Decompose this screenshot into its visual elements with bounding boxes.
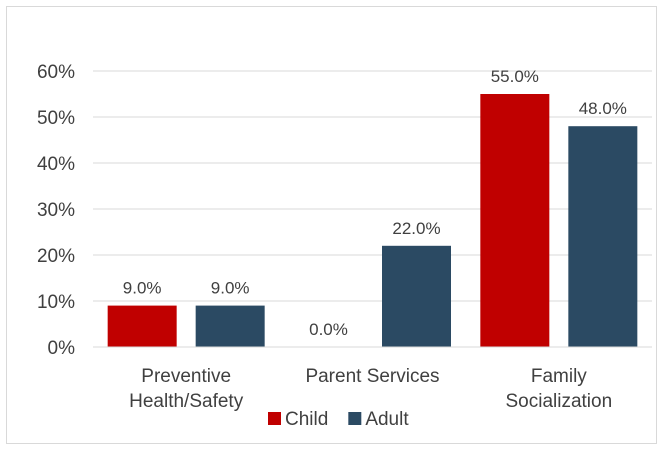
y-tick-label: 50% — [37, 108, 75, 129]
legend-label-child: Child — [285, 409, 328, 430]
x-tick-label: Family — [531, 366, 587, 387]
x-tick-label: Preventive — [141, 366, 231, 387]
data-label: 9.0% — [211, 279, 250, 298]
y-tick-label: 0% — [48, 338, 76, 359]
data-label: 9.0% — [123, 279, 162, 298]
bar-child — [107, 305, 177, 347]
y-tick-label: 20% — [37, 246, 75, 267]
data-label: 22.0% — [392, 219, 440, 238]
x-tick-label: Health/Safety — [129, 391, 244, 412]
y-tick-label: 40% — [37, 154, 75, 175]
legend-swatch-adult — [348, 412, 362, 425]
data-label: 48.0% — [579, 99, 627, 118]
bar-adult — [195, 305, 265, 347]
bar-adult — [382, 245, 451, 347]
x-tick-label: Parent Services — [305, 366, 439, 387]
legend-swatch-child — [268, 412, 281, 425]
y-tick-label: 60% — [37, 62, 75, 83]
data-label: 55.0% — [491, 67, 539, 86]
bar-adult — [568, 126, 638, 347]
bar-child — [480, 94, 550, 347]
legend-label-adult: Adult — [365, 409, 409, 430]
y-tick-label: 30% — [37, 200, 75, 221]
y-tick-label: 10% — [37, 292, 75, 313]
data-label: 0.0% — [309, 320, 348, 339]
x-tick-label: Socialization — [505, 391, 612, 412]
